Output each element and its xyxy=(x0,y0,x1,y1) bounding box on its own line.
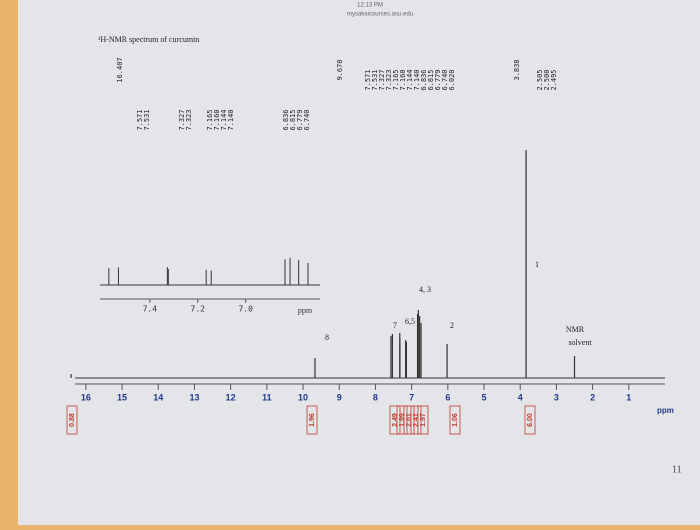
integral-label: 1.06 xyxy=(452,413,459,427)
x-axis-label: ppm xyxy=(657,406,674,415)
integral-box xyxy=(449,405,461,435)
peak-label: 16.407 xyxy=(116,57,124,82)
peak-label: 9.670 xyxy=(336,59,344,80)
peak-label: 7.571 xyxy=(136,109,144,130)
peak-label: 6.836 xyxy=(282,109,290,130)
x-tick-label: 16 xyxy=(81,392,91,402)
integral-label: 1.97 xyxy=(420,413,427,427)
x-tick-label: 15 xyxy=(117,392,127,402)
chart-title: ¹H-NMR spectrum of curcumin xyxy=(98,35,199,44)
page-number: 11 xyxy=(672,464,682,475)
peak-label: 3.838 xyxy=(513,59,521,80)
inset-tick-label: 7.2 xyxy=(191,305,206,314)
integral-box xyxy=(410,405,422,435)
x-tick-label: 5 xyxy=(482,392,487,402)
x-tick-label: 9 xyxy=(337,392,342,402)
peak-label: 7.165 xyxy=(206,109,214,130)
peak-label: 2.495 xyxy=(550,69,558,90)
peak-label: 7.531 xyxy=(143,109,151,130)
annotation: 4, 3 xyxy=(419,285,431,294)
peak-label: 7.140 xyxy=(227,109,235,130)
peak-label: 2.505 xyxy=(536,69,544,90)
peak-label: 7.327 xyxy=(378,69,386,90)
x-tick-label: 10 xyxy=(298,392,308,402)
annotation: 6,5 xyxy=(405,317,415,326)
peak-label: 7.323 xyxy=(185,109,193,130)
peak-label: 7.327 xyxy=(178,109,186,130)
peak-label: 7.323 xyxy=(385,69,393,90)
x-tick-label: 8 xyxy=(373,392,378,402)
annotation: 2 xyxy=(450,321,454,330)
peak-label: 6.779 xyxy=(434,69,442,90)
peak-label: 6.740 xyxy=(303,109,311,130)
peak-label: 7.160 xyxy=(399,69,407,90)
annotation: NMR xyxy=(566,325,585,334)
integral-box xyxy=(417,405,429,435)
x-tick-label: 2 xyxy=(590,392,595,402)
integral-box xyxy=(306,405,318,435)
integral-label: 1.99 xyxy=(399,413,406,427)
integral-label: 6.00 xyxy=(527,413,534,427)
peak-label: 6.836 xyxy=(420,69,428,90)
peak-label: 6.815 xyxy=(427,69,435,90)
inset-tick-label: 7.0 xyxy=(238,305,253,314)
x-tick-label: 12 xyxy=(226,392,236,402)
peak-label: 7.571 xyxy=(364,69,372,90)
integral-label: 2.01 xyxy=(406,413,413,427)
status-url: mysakaicourses.asu.edu xyxy=(347,12,413,18)
annotation: 8 xyxy=(325,333,329,342)
integral-box xyxy=(396,405,408,435)
x-tick-label: 7 xyxy=(409,392,414,402)
x-tick-label: 14 xyxy=(153,392,163,402)
peak-label: 7.160 xyxy=(213,109,221,130)
peak-label: 6.779 xyxy=(296,109,304,130)
x-tick-label: 3 xyxy=(554,392,559,402)
peak-label: 7.165 xyxy=(392,69,400,90)
integral-box xyxy=(389,405,401,435)
x-tick-label: 13 xyxy=(189,392,199,402)
peak-label: 7.140 xyxy=(413,69,421,90)
annotation: 7 xyxy=(393,321,397,330)
integral-label: 1.96 xyxy=(309,413,316,427)
integral-label: 2.49 xyxy=(392,413,399,427)
annotation: 1 xyxy=(535,260,539,269)
peak-label: 7.144 xyxy=(406,69,414,90)
peak-label: 6.740 xyxy=(441,69,449,90)
peak-label: 7.144 xyxy=(220,109,228,130)
peak-label: 2.500 xyxy=(543,69,551,90)
integral-box xyxy=(403,405,415,435)
inset-tick-label: 7.4 xyxy=(143,305,158,314)
integral-label: 0.88 xyxy=(69,413,76,427)
integral-label: 2.41 xyxy=(413,413,420,427)
inset-x-label: ppm xyxy=(298,306,313,315)
peak-label: 7.531 xyxy=(371,69,379,90)
screen-page xyxy=(18,0,700,525)
integral-box xyxy=(66,405,78,435)
annotation: solvent xyxy=(568,338,592,347)
x-tick-label: 4 xyxy=(518,392,523,402)
status-time: 12:13 PM xyxy=(357,3,383,9)
x-tick-label: 11 xyxy=(262,392,272,402)
peak-label: 6.815 xyxy=(289,109,297,130)
x-tick-label: 1 xyxy=(626,392,631,402)
x-tick-label: 6 xyxy=(445,392,450,402)
peak-label: 6.020 xyxy=(448,69,456,90)
integral-box xyxy=(524,405,536,435)
